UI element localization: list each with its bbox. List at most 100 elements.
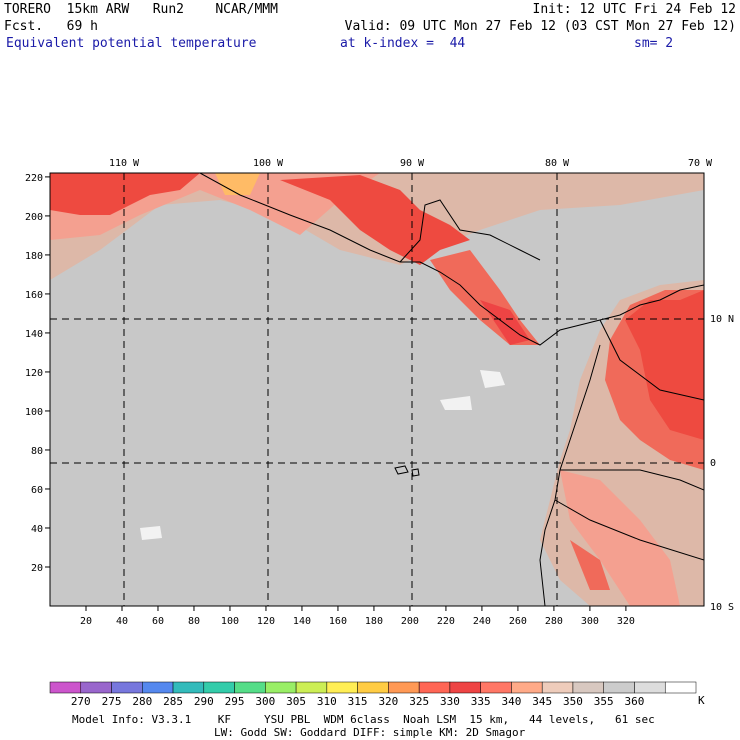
y-axis-ticks: 20 40 60 80 100 120 140 160 180 200 220 bbox=[25, 173, 50, 574]
coastlines bbox=[199, 173, 704, 606]
colorbar-label: 335 bbox=[471, 695, 491, 708]
colorbar-label: 300 bbox=[255, 695, 275, 708]
smoothing: sm= 2 bbox=[634, 36, 674, 51]
x-tick-label: 300 bbox=[581, 616, 599, 627]
valid-time: Valid: 09 UTC Mon 27 Feb 12 (03 CST Mon … bbox=[344, 19, 736, 34]
y-tick-label: 80 bbox=[31, 446, 43, 457]
border-3 bbox=[554, 499, 704, 561]
colorbar-swatch bbox=[49, 681, 82, 694]
colorbar-swatch bbox=[572, 681, 604, 694]
colorbar-label: 310 bbox=[317, 695, 337, 708]
physics-info: LW: Godd SW: Goddard DIFF: simple KM: 2D… bbox=[214, 726, 526, 739]
colorbar-swatch bbox=[603, 681, 635, 694]
lat-label: 10 S bbox=[710, 602, 734, 613]
colorbar-label: 315 bbox=[348, 695, 368, 708]
forecast-hour: Fcst. 69 h bbox=[4, 19, 98, 34]
x-tick-label: 260 bbox=[509, 616, 527, 627]
model-info: Model Info: V3.3.1 KF YSU PBL WDM 6class… bbox=[72, 713, 655, 726]
colorbar-swatch bbox=[172, 681, 205, 694]
colorbar-swatch bbox=[418, 681, 451, 694]
x-axis-ticks: 20 40 60 80 100 120 140 160 180 200 220 240 260 280 30… bbox=[80, 606, 635, 627]
colorbar-swatch bbox=[357, 681, 389, 694]
peru-hot bbox=[570, 540, 610, 590]
x-tick-label: 220 bbox=[437, 616, 455, 627]
colorbar-label: 305 bbox=[286, 695, 306, 708]
x-tick-label: 100 bbox=[221, 616, 239, 627]
colorbar-label: 280 bbox=[132, 695, 152, 708]
colorbar-label: 285 bbox=[163, 695, 183, 708]
colorbar-swatch bbox=[111, 681, 143, 694]
colorbar-label: 295 bbox=[225, 695, 245, 708]
central-america-coast bbox=[199, 173, 704, 346]
graticule bbox=[50, 173, 704, 606]
x-tick-label: 240 bbox=[473, 616, 491, 627]
colorbar-label: 290 bbox=[194, 695, 214, 708]
lon-label: 90 W bbox=[400, 158, 425, 169]
colorbar-swatch bbox=[449, 681, 481, 694]
lon-label: 70 W bbox=[688, 158, 713, 169]
x-tick-label: 40 bbox=[116, 616, 128, 627]
x-tick-label: 80 bbox=[188, 616, 200, 627]
colorbar-swatch bbox=[388, 681, 420, 694]
colorbar-label: 345 bbox=[532, 695, 552, 708]
x-tick-label: 200 bbox=[401, 616, 419, 627]
colorbar-swatch bbox=[142, 681, 174, 694]
central-america-north-coast bbox=[399, 199, 541, 263]
y-tick-label: 180 bbox=[25, 251, 43, 262]
lat-label: 10 N bbox=[710, 314, 734, 325]
galapagos-island bbox=[411, 468, 420, 477]
colorbar-swatch bbox=[511, 681, 543, 694]
field-shading bbox=[50, 173, 704, 606]
x-tick-label: 120 bbox=[257, 616, 275, 627]
lon-label: 80 W bbox=[545, 158, 570, 169]
colorbar-label: 340 bbox=[501, 695, 521, 708]
y-tick-label: 20 bbox=[31, 563, 43, 574]
central-america-hot bbox=[280, 175, 470, 265]
x-tick-label: 320 bbox=[617, 616, 635, 627]
colorbar-swatch bbox=[265, 681, 297, 694]
lon-label: 110 W bbox=[109, 158, 140, 169]
colorbar-swatch bbox=[664, 681, 697, 694]
border-1 bbox=[599, 319, 704, 401]
colorbar: 270 275 280 285 290 295 300 305 310 315 320 325 330 3… bbox=[49, 681, 697, 708]
y-tick-label: 60 bbox=[31, 485, 43, 496]
colorbar-label: 350 bbox=[563, 695, 583, 708]
level-index: at k-index = 44 bbox=[340, 36, 466, 51]
lat-label: 0 bbox=[710, 458, 716, 469]
colorbar-label: 275 bbox=[102, 695, 122, 708]
colorbar-swatch bbox=[326, 681, 358, 694]
colorbar-swatch bbox=[634, 681, 666, 694]
y-tick-label: 40 bbox=[31, 524, 43, 535]
colorbar-label: 270 bbox=[71, 695, 91, 708]
colorbar-label: 360 bbox=[625, 695, 645, 708]
andes-hot bbox=[625, 290, 704, 440]
x-tick-label: 280 bbox=[545, 616, 563, 627]
field-name: Equivalent potential temperature bbox=[6, 36, 257, 51]
x-tick-label: 180 bbox=[365, 616, 383, 627]
northern-hot-west bbox=[50, 173, 200, 215]
pale-patch bbox=[140, 526, 162, 540]
x-tick-label: 160 bbox=[329, 616, 347, 627]
x-tick-label: 140 bbox=[293, 616, 311, 627]
colorbar-label: 330 bbox=[440, 695, 460, 708]
colorbar-swatch bbox=[480, 681, 512, 694]
colorbar-unit: K bbox=[698, 694, 705, 707]
lon-label: 100 W bbox=[253, 158, 284, 169]
colorbar-swatch bbox=[203, 681, 235, 694]
plot-frame bbox=[49, 172, 705, 607]
y-tick-label: 220 bbox=[25, 173, 43, 184]
galapagos-island bbox=[394, 465, 409, 475]
colorbar-swatch bbox=[80, 681, 112, 694]
pale-patch bbox=[440, 396, 472, 410]
x-tick-label: 60 bbox=[152, 616, 164, 627]
colorbar-label: 355 bbox=[594, 695, 614, 708]
colorbar-swatch bbox=[234, 681, 266, 694]
border-2 bbox=[560, 469, 704, 491]
colorbar-swatch bbox=[541, 681, 574, 694]
init-time: Init: 12 UTC Fri 24 Feb 12 bbox=[532, 2, 737, 17]
colorbar-label: 320 bbox=[378, 695, 398, 708]
x-tick-label: 20 bbox=[80, 616, 92, 627]
y-tick-label: 140 bbox=[25, 329, 43, 340]
costa-rica-hot bbox=[480, 300, 530, 345]
